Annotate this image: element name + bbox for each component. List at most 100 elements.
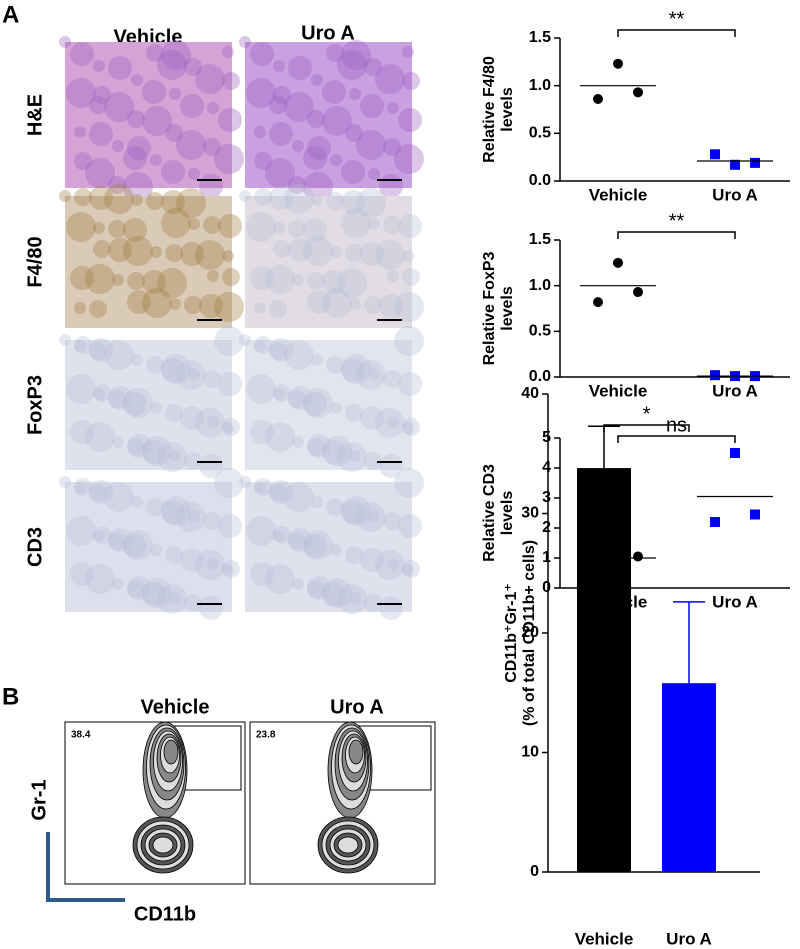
gate-value: 23.8 [256,730,276,741]
y-axis-label: Relative F4/80 [481,56,498,163]
texture [307,580,325,598]
texture [326,498,344,516]
micrograph [245,482,412,612]
texture [303,534,327,558]
texture [161,208,191,238]
texture [360,242,384,266]
texture [74,482,86,494]
texture [375,64,405,94]
texture [330,154,342,166]
texture [131,354,143,366]
texture [89,186,113,210]
texture [203,138,221,156]
texture [169,450,181,462]
texture [195,408,225,438]
y-tick-label: 20 [521,624,539,641]
texture [165,124,183,142]
texture [360,94,384,118]
texture [368,168,380,180]
texture [184,58,202,76]
micrograph [65,42,232,188]
texture [199,596,223,620]
texture [303,172,333,202]
panel-label: A [2,1,19,28]
texture [349,592,361,604]
texture [303,530,333,560]
texture [203,512,221,530]
texture [157,268,187,298]
texture [269,342,287,360]
texture [273,222,285,234]
texture [108,176,126,194]
texture [402,560,420,578]
texture [273,384,291,402]
texture [383,216,401,234]
row-label: FoxP3 [24,375,46,435]
texture [150,246,162,258]
texture [66,516,96,546]
texture [70,42,94,66]
y-tick-label: 40 [521,385,539,402]
annotation: ** [669,210,685,232]
texture [123,388,153,418]
texture [142,270,166,294]
texture [157,584,187,614]
texture [265,158,295,188]
bracket [617,435,736,443]
texture [273,526,291,544]
texture [108,386,132,410]
texture [383,370,401,388]
texture [402,72,420,90]
texture [345,244,363,262]
texture [127,580,145,598]
texture [222,268,240,286]
texture [265,564,295,594]
texture [89,300,107,318]
x-tick-label: Uro A [666,929,712,948]
data-point [613,257,623,268]
texture [273,240,291,258]
y-axis-label: levels [499,87,516,132]
texture [398,108,422,132]
y-axis-label: Relative CD3 [481,464,498,562]
data-point [633,87,643,98]
texture [307,290,331,314]
texture [394,292,424,322]
texture [169,88,181,100]
texture [398,372,422,396]
data-point [593,297,603,308]
data-point [750,157,760,168]
texture [269,484,287,502]
texture [337,50,367,80]
texture [239,334,251,346]
texture [108,390,126,408]
texture [398,514,422,538]
texture [161,500,185,524]
micrograph [65,482,232,612]
texture [184,594,202,612]
texture [307,434,331,458]
texture [214,468,244,498]
texture [59,476,71,488]
texture [222,72,240,90]
texture [85,422,115,452]
texture [89,338,113,362]
texture [402,268,420,286]
texture [326,44,344,62]
texture [303,218,327,242]
texture [195,240,225,270]
texture [123,530,153,560]
texture [337,268,367,298]
y-tick-label: 1 [542,549,551,566]
texture [254,482,266,494]
axis-label: CD11b [134,903,196,925]
texture [108,528,132,552]
texture [364,296,382,314]
y-tick-label: 0.0 [529,368,551,385]
texture [303,236,333,266]
texture [108,220,126,238]
y-axis-label: Relative FoxP3 [481,251,498,365]
texture [356,360,386,390]
texture [269,300,287,318]
column-label: Uro A [330,696,384,718]
